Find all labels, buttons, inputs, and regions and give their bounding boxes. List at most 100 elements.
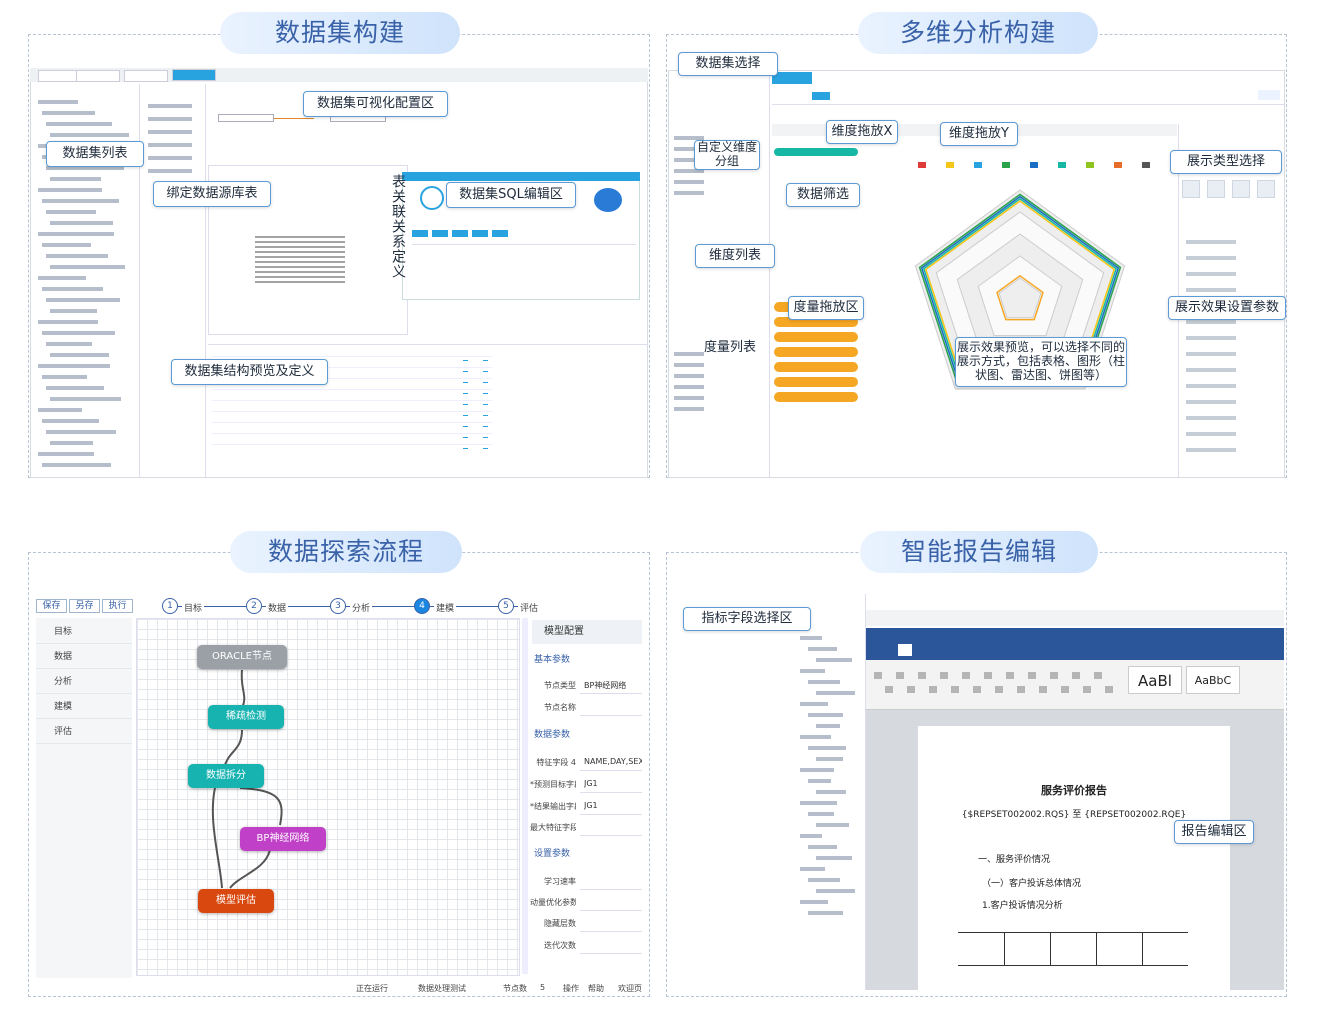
config-label: 节点名称 [544, 703, 576, 712]
legend-swatch [1030, 162, 1038, 168]
ui-block [483, 400, 488, 405]
ui-block [984, 672, 992, 679]
setting-row [1186, 320, 1236, 324]
ui-block [951, 686, 959, 693]
tree-row [38, 364, 110, 368]
config-input [580, 676, 642, 694]
tree-row [816, 724, 840, 728]
setting-row [1186, 288, 1236, 292]
tree-row [46, 254, 108, 258]
ui-block [452, 230, 468, 237]
step-number: 1 [162, 598, 178, 614]
setting-row [1186, 256, 1236, 260]
doc-heading: （一）客户投诉总体情况 [982, 879, 1082, 889]
ui-block [670, 74, 770, 478]
tab [172, 69, 216, 81]
tree-row [800, 867, 825, 871]
legend-swatch [946, 162, 954, 168]
flow-connectors [211, 669, 283, 889]
ui-block [1050, 932, 1051, 966]
callout: 数据筛选 [786, 183, 860, 207]
legend-swatch [918, 162, 926, 168]
vertical-label: 表关联关系定义 [390, 174, 406, 279]
code-line [255, 251, 345, 253]
tree-row [50, 353, 109, 357]
callout: 维度拖放X [826, 120, 898, 144]
field-row [674, 191, 704, 195]
callout: 报告编辑区 [1174, 820, 1254, 844]
measure-chip [774, 347, 858, 357]
callout: 绑定数据源库表 [153, 181, 271, 207]
list-row [148, 169, 192, 173]
setting-row [1186, 352, 1236, 356]
menu-pane [36, 618, 132, 978]
config-input [580, 872, 642, 890]
doc-heading: 1.客户投诉情况分析 [982, 901, 1063, 911]
ui-block [483, 444, 488, 449]
ui-block [1258, 90, 1280, 100]
config-input [580, 698, 642, 716]
ui-block [483, 433, 488, 438]
ui-block [973, 686, 981, 693]
tab [124, 70, 168, 82]
code-line [255, 281, 345, 283]
tree-row [800, 636, 822, 640]
tree-row [816, 889, 855, 893]
ui-block [212, 378, 492, 379]
ui-block [940, 672, 948, 679]
tree-row [38, 408, 82, 412]
menu-item: 建模 [36, 695, 132, 719]
callout: 数据集SQL编辑区 [446, 182, 576, 208]
tree-row [50, 309, 97, 313]
ui-block [463, 367, 468, 372]
tree-row [808, 911, 843, 915]
ui-block [483, 411, 488, 416]
ui-block [472, 230, 488, 237]
ui-block [866, 610, 1284, 626]
tree-row [50, 133, 129, 137]
list-row [148, 104, 192, 108]
tree-row [46, 342, 92, 346]
code-line [255, 261, 345, 263]
tree-row [38, 188, 102, 192]
tree-row [816, 856, 852, 860]
menu-item: 分析 [36, 670, 132, 694]
step-number: 2 [246, 598, 262, 614]
menu-item: 目标 [36, 620, 132, 644]
ui-block [140, 84, 206, 478]
ui-block [30, 84, 140, 478]
tree-row [46, 122, 112, 126]
callout: 度量列表 [703, 339, 756, 355]
ui-block [463, 356, 468, 361]
step-line [178, 606, 518, 607]
field-row [674, 147, 704, 151]
field-row [674, 158, 704, 162]
menu-item: 评估 [36, 720, 132, 744]
tree-row [38, 452, 94, 456]
setting-row [1186, 272, 1236, 276]
ui-block [492, 230, 508, 237]
ui-block [1039, 686, 1047, 693]
ui-block [483, 422, 488, 427]
setting-row [1186, 416, 1236, 420]
ui-block [212, 367, 492, 368]
tree-row [50, 441, 93, 445]
tree-row [816, 658, 852, 662]
ui-block [463, 422, 468, 427]
tree-row [808, 713, 843, 717]
step-label: 目标 [182, 601, 205, 614]
config-input [580, 914, 642, 932]
tree-row [800, 768, 834, 772]
step-label: 评估 [518, 601, 541, 614]
ui-block [212, 400, 492, 401]
doc-period: {$REPSET002002.RQS} 至 {REPSET002002.RQE} [961, 810, 1187, 820]
ui-block [212, 356, 492, 357]
field-tree [670, 594, 866, 990]
config-input [580, 753, 642, 771]
tree-row [42, 419, 99, 423]
ui-block [412, 230, 428, 237]
code-line [255, 256, 345, 258]
setting-row [1186, 384, 1236, 388]
ui-block [483, 367, 488, 372]
code-line [255, 276, 345, 278]
